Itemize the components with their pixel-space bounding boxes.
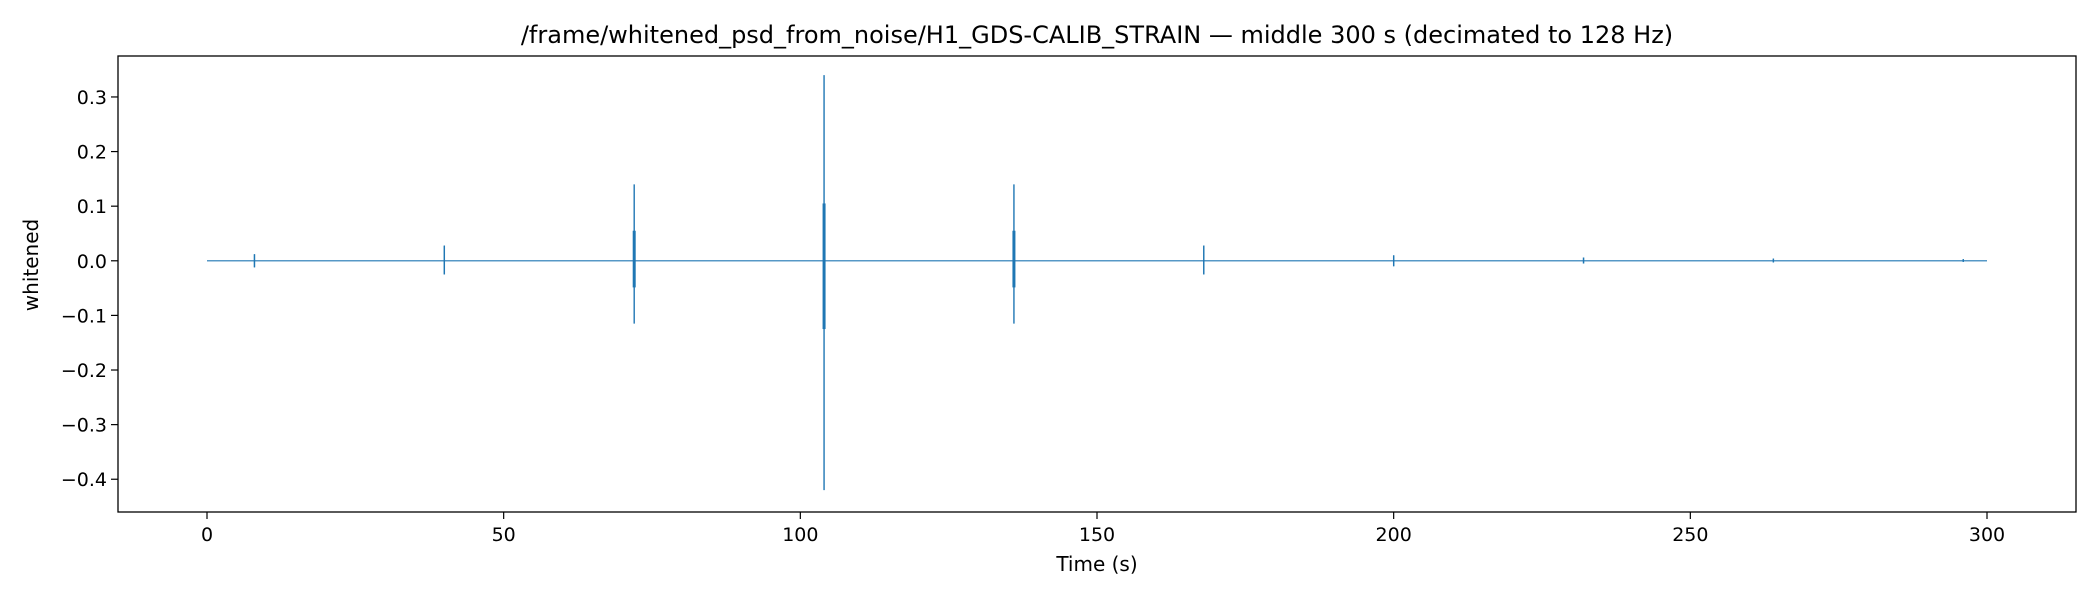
burst-3 (822, 75, 826, 491)
burst-5 (1203, 245, 1205, 275)
burst-4 (1012, 184, 1016, 324)
chart-title: /frame/whitened_psd_from_noise/H1_GDS-CA… (521, 21, 1673, 49)
burst-core (632, 230, 636, 288)
y-tick-label: −0.1 (61, 305, 107, 327)
y-axis: −0.4 −0.3 −0.2 −0.1 0.0 0.1 0.2 0.3 (61, 87, 118, 491)
burst-core (253, 254, 256, 268)
burst-6 (1392, 255, 1395, 267)
x-axis-label: Time (s) (1055, 552, 1137, 576)
burst-core (1582, 257, 1585, 264)
x-tick-label: 250 (1672, 524, 1708, 546)
burst-8 (1772, 258, 1775, 263)
x-tick-label: 50 (492, 524, 516, 546)
burst-core (1772, 258, 1774, 263)
burst-core (1962, 259, 1964, 262)
x-tick-label: 100 (782, 524, 818, 546)
burst-1 (443, 245, 446, 275)
burst-9 (1962, 259, 1964, 262)
burst-2 (632, 184, 636, 324)
burst-core (443, 246, 445, 275)
y-tick-label: −0.3 (61, 415, 107, 437)
y-tick-label: −0.2 (61, 360, 107, 382)
y-tick-label: 0.3 (77, 87, 107, 109)
burst-0 (253, 254, 256, 268)
y-tick-label: 0.2 (77, 142, 107, 164)
y-tick-label: 0.0 (77, 251, 107, 273)
x-tick-label: 200 (1376, 524, 1412, 546)
x-tick-label: 150 (1079, 524, 1115, 546)
x-tick-label: 0 (201, 524, 213, 546)
plot-area (207, 75, 1987, 491)
burst-core (1393, 255, 1395, 267)
burst-7 (1582, 257, 1585, 264)
y-axis-label: whitened (19, 219, 43, 311)
burst-core (822, 203, 826, 330)
x-tick-label: 300 (1969, 524, 2005, 546)
x-axis: 0 50 100 150 200 250 300 (201, 512, 2005, 546)
y-tick-label: 0.1 (77, 196, 107, 218)
burst-core (1012, 230, 1016, 288)
burst-core (1203, 246, 1205, 275)
y-tick-label: −0.4 (61, 469, 107, 491)
